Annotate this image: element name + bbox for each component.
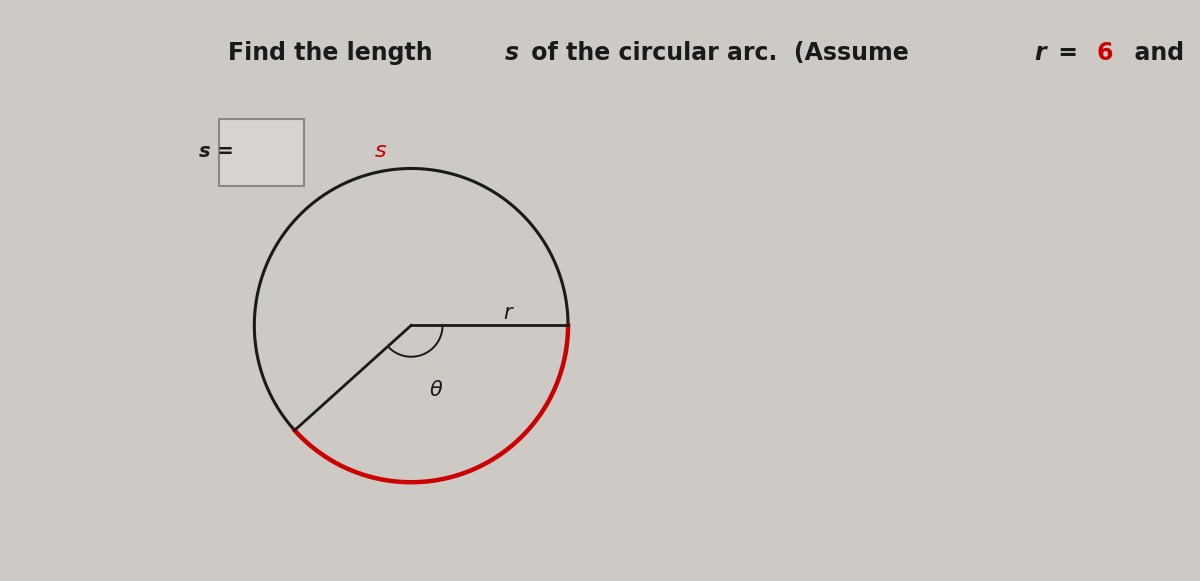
Text: =: = [1050, 41, 1086, 64]
Text: s: s [374, 141, 386, 161]
Text: 6: 6 [1097, 41, 1114, 64]
Text: and: and [1118, 41, 1200, 64]
Text: r: r [1034, 41, 1046, 64]
Text: r: r [503, 303, 512, 322]
Text: s =: s = [199, 142, 234, 160]
Text: Find the length: Find the length [228, 41, 442, 64]
Text: s: s [505, 41, 518, 64]
Bar [220, 119, 304, 186]
Text: θ: θ [430, 380, 443, 400]
Text: of the circular arc.  (Assume: of the circular arc. (Assume [523, 41, 917, 64]
